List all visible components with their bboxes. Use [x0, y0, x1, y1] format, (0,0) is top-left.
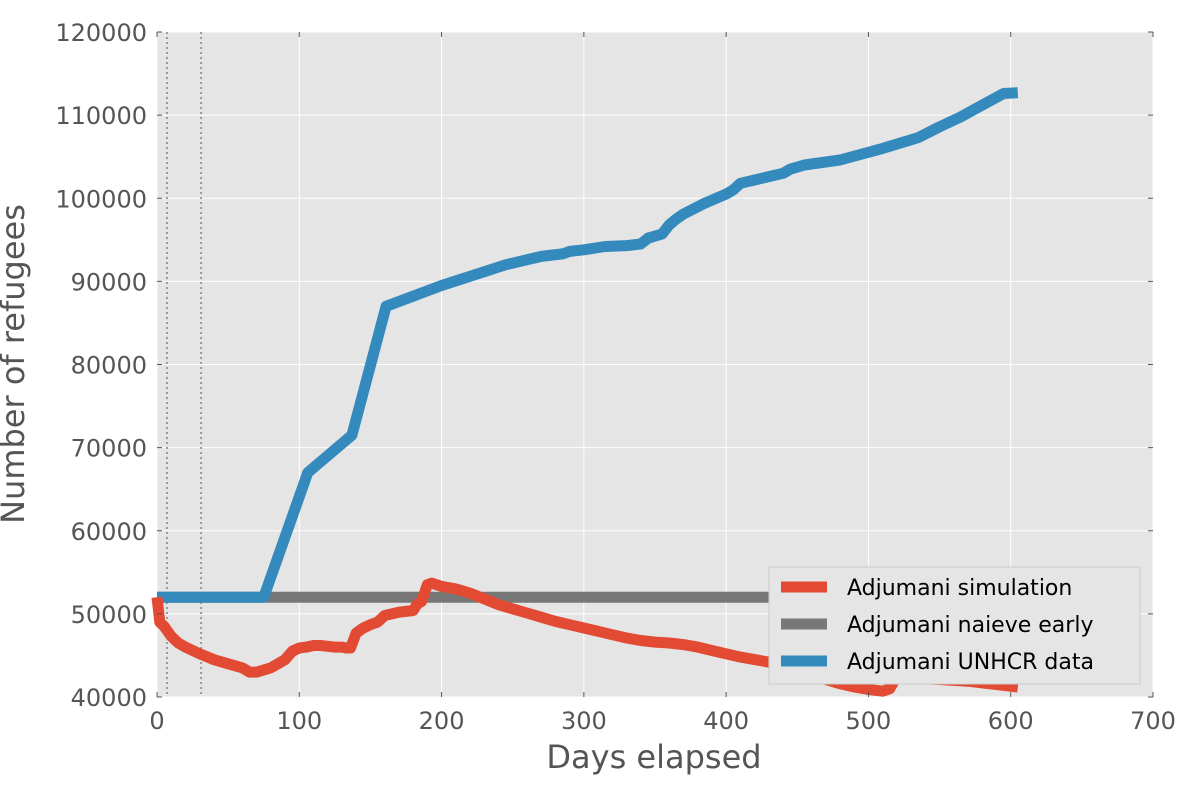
y-tick-label: 90000 — [71, 268, 147, 296]
y-axis-ticks: 40000 50000 60000 70000 80000 90000 100000 1100… — [55, 19, 1153, 712]
legend-label-naive: Adjumani naieve early — [847, 613, 1093, 638]
vertical-markers — [165, 32, 203, 697]
x-tick-label: 400 — [703, 707, 749, 735]
y-tick-label: 70000 — [71, 435, 147, 463]
legend-label-unhcr: Adjumani UNHCR data — [847, 650, 1094, 675]
x-tick-label: 300 — [561, 707, 607, 735]
x-axis-ticks: 0 100 200 300 400 500 600 700 — [149, 32, 1176, 735]
y-axis-title: Number of refugees — [0, 204, 32, 524]
legend-label-simulation: Adjumani simulation — [847, 576, 1072, 601]
y-tick-label: 40000 — [71, 684, 147, 712]
x-tick-label: 600 — [988, 707, 1034, 735]
y-tick-label: 60000 — [71, 518, 147, 546]
x-tick-label: 100 — [276, 707, 322, 735]
x-tick-label: 500 — [846, 707, 892, 735]
unhcr-data-line — [157, 87, 1019, 603]
x-tick-label: 200 — [419, 707, 465, 735]
y-tick-label: 110000 — [55, 102, 147, 130]
x-tick-label: 700 — [1130, 707, 1176, 735]
y-tick-label: 120000 — [55, 19, 147, 47]
x-axis-title: Days elapsed — [546, 738, 761, 776]
legend: Adjumani simulation Adjumani naieve earl… — [768, 566, 1141, 685]
legend-box — [768, 566, 1141, 685]
y-tick-label: 100000 — [55, 185, 147, 213]
y-tick-label: 50000 — [71, 601, 147, 629]
x-tick-label: 0 — [149, 707, 164, 735]
y-tick-label: 80000 — [71, 352, 147, 380]
